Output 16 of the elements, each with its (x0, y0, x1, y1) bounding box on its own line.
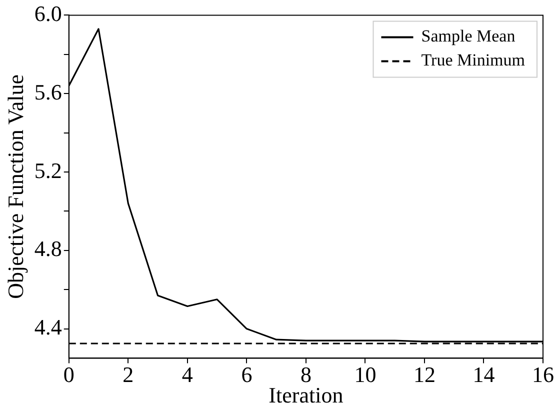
legend-label: True Minimum (421, 50, 526, 70)
x-tick-label: 10 (354, 362, 376, 388)
x-tick-label: 0 (63, 362, 74, 388)
y-tick-label: 6.0 (34, 0, 62, 26)
y-tick-label: 4.4 (34, 314, 62, 340)
y-tick-label: 5.6 (34, 79, 62, 104)
x-tick-label: 12 (413, 362, 436, 388)
x-tick-label: 14 (472, 362, 495, 388)
legend-label: Sample Mean (421, 26, 516, 46)
y-axis-title: Objective Function Value (2, 74, 28, 299)
y-tick-label: 4.8 (34, 236, 62, 262)
x-tick-label: 16 (532, 362, 554, 388)
x-tick-label: 6 (241, 362, 252, 388)
x-tick-label: 4 (182, 362, 193, 388)
x-tick-label: 2 (122, 362, 134, 388)
y-tick-label: 5.2 (34, 158, 62, 183)
